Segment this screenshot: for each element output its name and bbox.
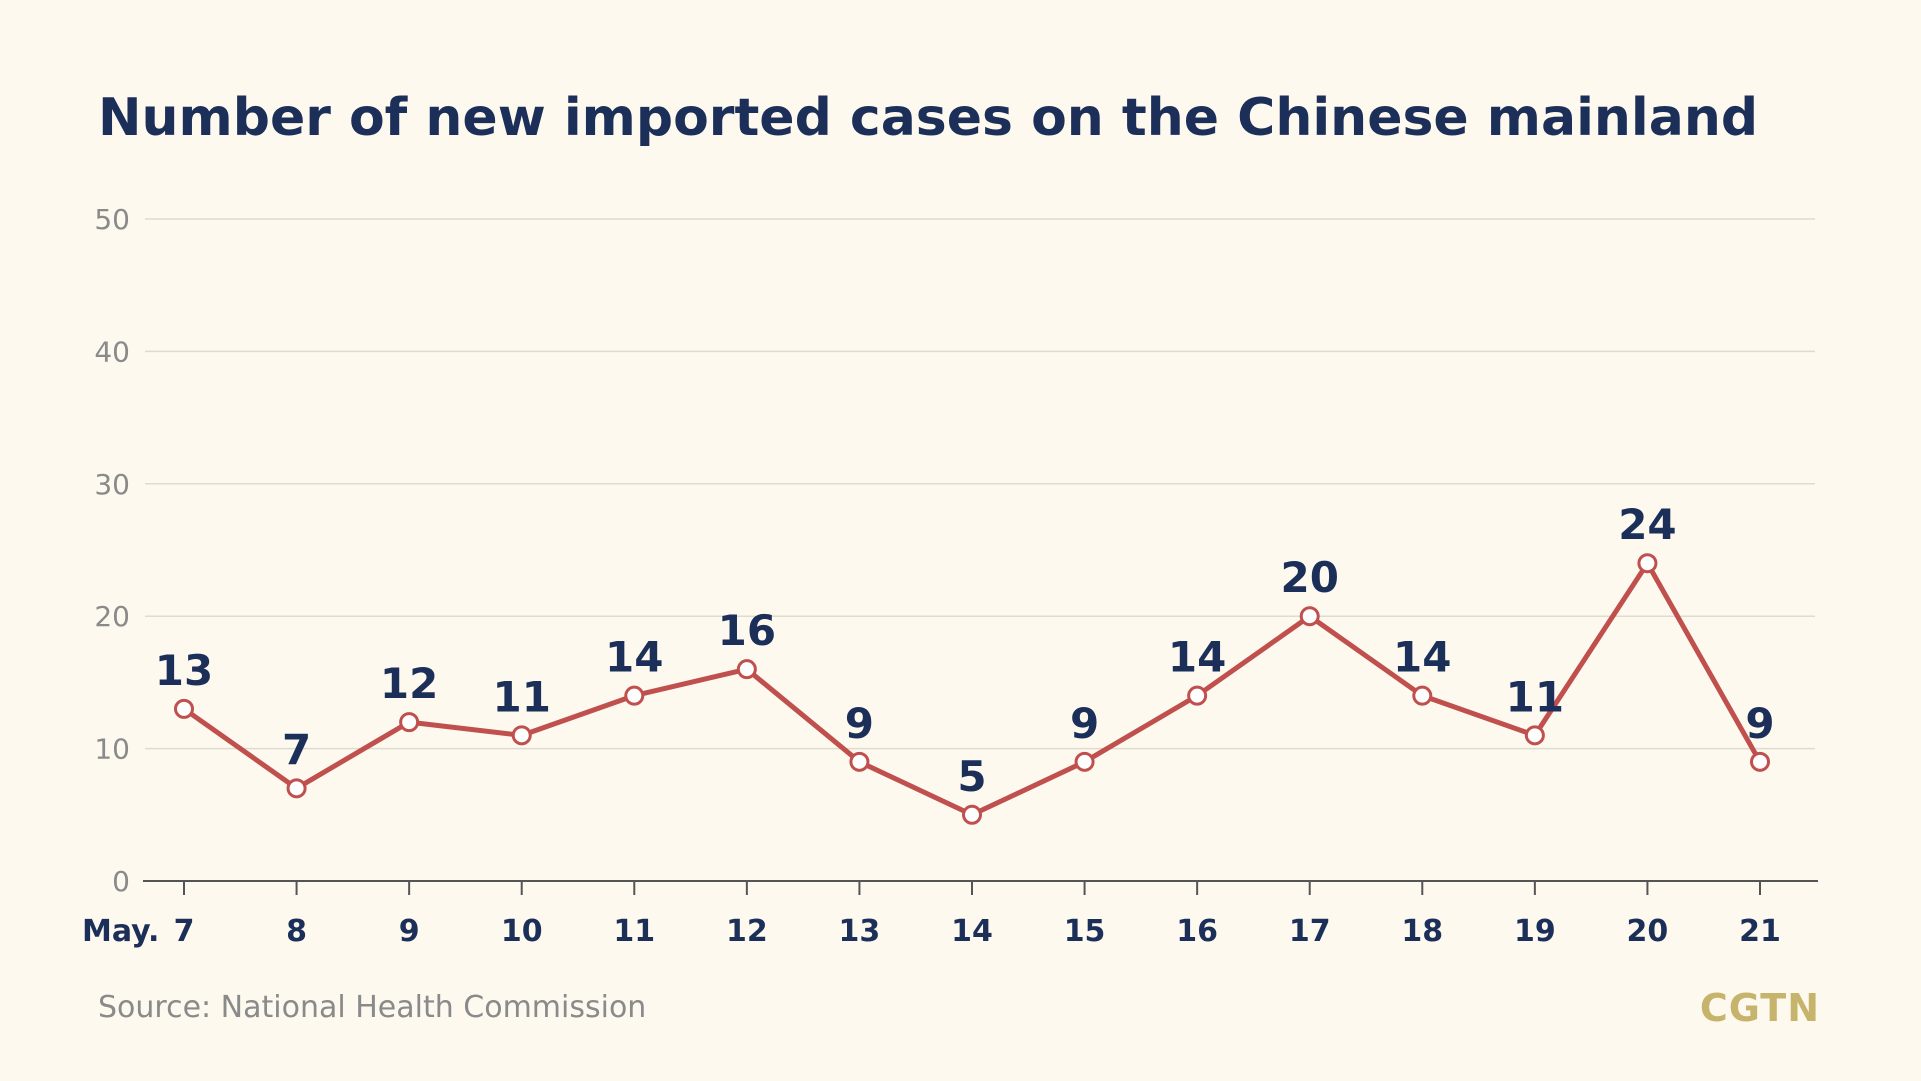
data-point [1750,751,1770,772]
y-tick-label: 30 [94,468,130,501]
data-label: 9 [845,699,874,748]
source-note: Source: National Health Commission [98,990,647,1025]
data-point [962,804,982,825]
x-tick-label: 11 [613,914,655,949]
cgtn-logo: CGTN [1699,986,1820,1030]
data-point [849,751,870,772]
data-point [624,685,645,706]
data-label: 11 [492,672,550,721]
data-point [1524,725,1545,746]
data-point [286,778,307,799]
x-tick-label: 17 [1289,914,1331,949]
x-tick-label: 19 [1514,914,1556,949]
x-tick-label: 9 [399,914,420,949]
x-tick-label: 20 [1627,914,1669,949]
data-point [399,712,420,733]
data-label: 16 [718,606,776,655]
x-tick-label: 16 [1176,914,1218,949]
x-tick-label: 10 [501,914,543,949]
y-tick-label: 20 [94,600,130,633]
data-label: 20 [1280,553,1338,602]
data-point [1074,751,1095,772]
x-tick-label: 15 [1064,914,1106,949]
chart-title: Number of new imported cases on the Chin… [98,88,1759,148]
data-label: 24 [1618,500,1676,549]
x-tick-label: 18 [1401,914,1443,949]
x-tick-label: 14 [951,914,993,949]
data-point [1187,685,1208,706]
data-label: 9 [1070,699,1099,748]
x-axis-prefix: May. [82,914,159,949]
y-tick-label: 50 [94,203,130,236]
x-tick-label: 21 [1739,914,1781,949]
data-point [1637,553,1658,574]
data-point [174,698,194,719]
x-tick-label: 12 [726,914,768,949]
data-label: 11 [1506,672,1564,721]
data-point [736,659,757,680]
data-point [1299,606,1320,627]
data-label: 7 [282,725,311,774]
data-label: 14 [605,633,663,682]
data-point [511,725,532,746]
x-tick-label: 8 [286,914,307,949]
data-point [1412,685,1433,706]
x-tick-label: 13 [839,914,881,949]
data-label: 13 [155,646,213,695]
x-tick-label: 7 [174,914,195,949]
data-label: 12 [380,659,438,708]
data-label: 14 [1393,633,1451,682]
data-label: 14 [1168,633,1226,682]
y-tick-label: 0 [112,865,130,898]
data-label: 9 [1745,699,1774,748]
data-label: 5 [957,752,986,801]
y-tick-label: 10 [94,733,130,766]
y-tick-label: 40 [94,335,130,368]
